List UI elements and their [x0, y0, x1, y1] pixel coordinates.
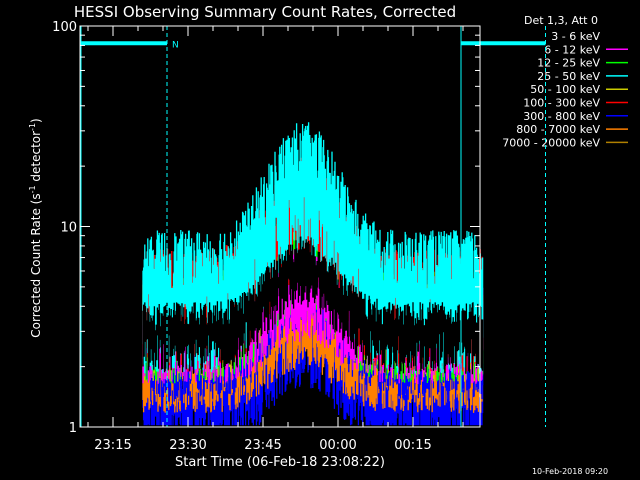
x-tick-label: 00:00 [319, 438, 356, 453]
legend-title: Det 1,3, Att 0 [524, 14, 598, 27]
x-tick-label: 00:15 [394, 438, 431, 453]
x-tick-label: 23:45 [244, 438, 281, 453]
y-tick-label: 10 [60, 221, 77, 236]
x-tick-label: 23:30 [169, 438, 206, 453]
night-markers: N [80, 26, 546, 427]
series-trace-0 [142, 236, 484, 375]
legend-item-label: 100 - 300 keV [523, 97, 600, 110]
y-axis-label: Corrected Count Rate (s-1 detector-1) [28, 118, 43, 337]
legend-item-label: 12 - 25 keV [537, 57, 600, 70]
legend-item-label: 300 - 800 keV [523, 110, 600, 123]
legend-item-label: 800 - 7000 keV [516, 123, 600, 136]
legend-item-label: 3 - 6 keV [551, 30, 600, 43]
night-label: N [172, 40, 179, 50]
axes: 1 10 100 23:15 23:30 23:45 00:00 00:15 [52, 20, 481, 453]
x-axis-label: Start Time (06-Feb-18 23:08:22) [175, 455, 385, 470]
legend-item-label: 6 - 12 keV [544, 43, 600, 56]
x-tick-label: 23:15 [94, 438, 131, 453]
footer-timestamp: 10-Feb-2018 09:20 [532, 467, 608, 476]
legend-item-label: 50 - 100 keV [530, 83, 600, 96]
plot-data [142, 122, 484, 426]
y-tick-label: 1 [69, 421, 77, 436]
legend-item-label: 7000 - 20000 keV [502, 136, 600, 149]
y-tick-label: 100 [52, 20, 77, 35]
legend-item-label: 25 - 50 keV [537, 70, 600, 83]
chart-title: HESSI Observing Summary Count Rates, Cor… [74, 3, 456, 21]
